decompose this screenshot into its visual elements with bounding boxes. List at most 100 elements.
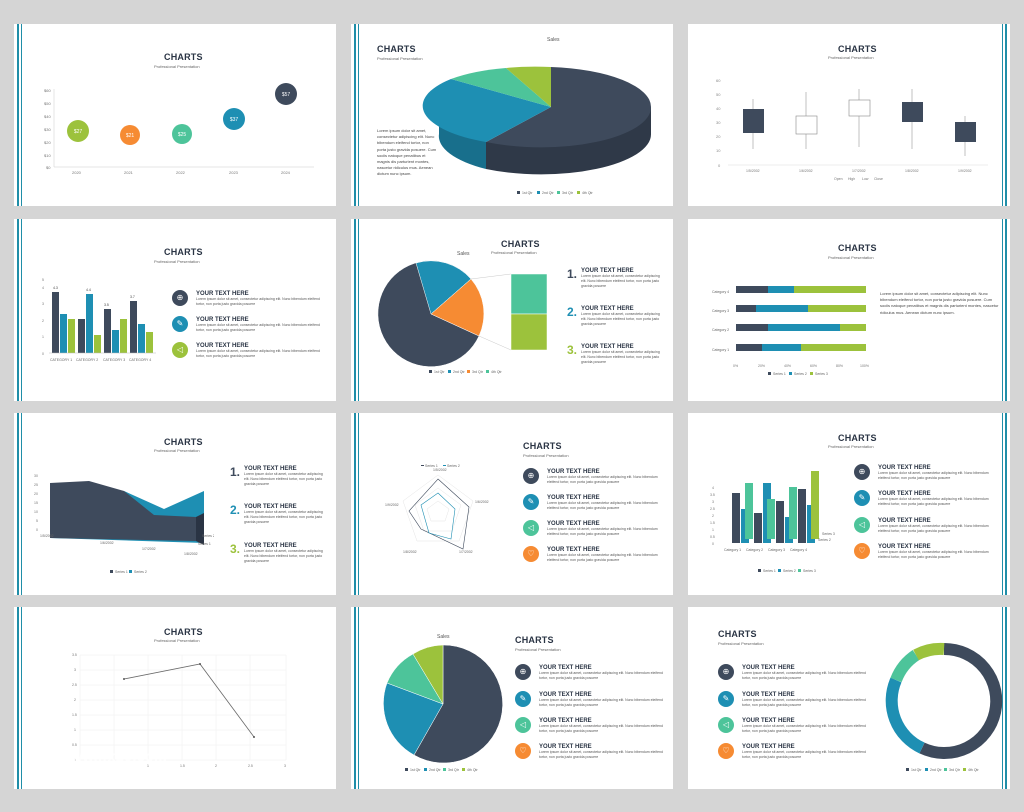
- list-item: YOUR TEXT HERE Lorem ipsum dolor sit amet…: [581, 268, 665, 289]
- bar: [756, 305, 808, 312]
- pencil-icon: ✎: [523, 494, 539, 510]
- legend-label: Low: [862, 177, 869, 181]
- slide-11-pie-with-items[interactable]: CHARTS Professional Presentation Sales 1…: [351, 607, 673, 789]
- x-tick: 0%: [733, 364, 738, 368]
- megaphone-icon: ◁: [523, 520, 539, 536]
- bar: [130, 301, 137, 353]
- item-body: Lorem ipsum dolor sit amet, consectetur …: [539, 724, 663, 733]
- globe-icon: ⊕: [718, 664, 734, 680]
- slide-2-3d-pie[interactable]: CHARTS Professional Presentation Lorem i…: [351, 24, 673, 206]
- candle: [955, 122, 976, 142]
- slide-6-horizontal-stacked-bar[interactable]: CHARTS Professional Presentation Categor…: [688, 219, 1010, 401]
- list-item: YOUR TEXT HERE Lorem ipsum dolor sit amet…: [581, 306, 665, 327]
- slide-subtitle: Professional Presentation: [828, 55, 874, 60]
- x-tick: 1: [147, 764, 149, 768]
- item-body: Lorem ipsum dolor sit amet, consectetur …: [878, 524, 989, 533]
- y-tick: 0.5: [72, 743, 77, 747]
- candlestick-chart: 0 10 20 30 40 50 60 1/5/2002 1/6/2002 1/7/2002 1/…: [716, 78, 988, 181]
- slide-9-3d-bar-chart[interactable]: CHARTS Professional Presentation 0 0.5 1 1.…: [688, 413, 1010, 595]
- bar: [762, 344, 801, 351]
- bar: [94, 335, 101, 353]
- 3d-pie-chart: Sales 1st Qtr 2nd Qtr 3rd Qtr 4th Qtr: [422, 37, 652, 195]
- list-item: YOUR TEXT HERE Lorem ipsum dolor sit amet…: [539, 718, 667, 734]
- slide-title: CHARTS: [164, 52, 203, 62]
- list-item: YOUR TEXT HERE Lorem ipsum dolor sit amet…: [742, 718, 866, 734]
- y-tick: Category 4: [712, 290, 729, 294]
- slide-subtitle: Professional Presentation: [154, 638, 200, 643]
- slide-1-circle-timeline[interactable]: CHARTS Professional Presentation $0 $10 $2…: [14, 24, 336, 206]
- y-tick: 60: [716, 78, 721, 83]
- y-tick: 40: [716, 106, 721, 111]
- bar: [146, 332, 153, 353]
- item-body: Lorem ipsum dolor sit amet, consectetur …: [581, 312, 660, 326]
- slide-8-radar-chart[interactable]: CHARTS Professional Presentation Series …: [351, 413, 673, 595]
- y-tick: Category 3: [712, 309, 729, 313]
- watermark: www.lfx20.com: [60, 748, 168, 764]
- item-heading: YOUR TEXT HERE: [878, 491, 931, 497]
- bar: [78, 319, 85, 353]
- y-tick: 10: [716, 148, 721, 153]
- x-tick: 1/9/2002: [958, 169, 972, 173]
- x-tick: CATEGORY 2: [76, 358, 98, 362]
- item-heading: YOUR TEXT HERE: [547, 521, 600, 527]
- item-body: Lorem ipsum dolor sit amet, consectetur …: [742, 698, 866, 707]
- bar: [736, 324, 768, 331]
- axis-label: 1/7/2002: [459, 550, 473, 554]
- data-point: [120, 125, 140, 145]
- x-tick: CATEGORY 4: [129, 358, 151, 362]
- slide-title: CHARTS: [523, 441, 562, 451]
- heart-icon: ♡: [718, 743, 734, 759]
- y-tick: $50: [44, 101, 51, 106]
- item-body: Lorem ipsum dolor sit amet, consectetur …: [742, 750, 866, 759]
- y-tick: $60: [44, 88, 51, 93]
- y-tick: $0: [46, 165, 51, 170]
- slide-10-line-chart[interactable]: CHARTS Professional Presentation 3.5 3 2.5…: [14, 607, 336, 789]
- bar: [86, 294, 93, 353]
- pie-chart: Sales 1st Qtr 2nd Qtr 3rd Qtr 4th Qtr: [383, 634, 503, 772]
- list-item: YOUR TEXT HERE Lorem ipsum dolor sit amet…: [196, 343, 326, 359]
- axis-label: 1/6/2002: [475, 500, 489, 504]
- y-tick: 1: [42, 335, 44, 339]
- item-heading: YOUR TEXT HERE: [547, 469, 600, 475]
- x-tick: 1/7/2002: [142, 547, 156, 551]
- y-tick: 1: [74, 728, 76, 732]
- item-body: Lorem ipsum dolor sit amet, consectetur …: [196, 349, 320, 358]
- list-item: YOUR TEXT HERE Lorem ipsum dolor sit amet…: [244, 543, 328, 564]
- item-body: Lorem ipsum dolor sit amet, consectetur …: [539, 698, 663, 707]
- bar: [736, 305, 756, 312]
- y-tick: 20: [716, 134, 721, 139]
- x-tick: 1/5/2002: [40, 534, 54, 538]
- line-chart: 3.5 3 2.5 2 1.5 1 0.5 0 1 1.5 2 2.5 3: [72, 653, 287, 768]
- item-body: Lorem ipsum dolor sit amet, consectetur …: [196, 297, 320, 306]
- x-tick: 80%: [836, 364, 843, 368]
- y-tick: Category 2: [712, 328, 729, 332]
- data-point: [253, 736, 255, 738]
- slide-5-pie-of-pie[interactable]: CHARTS Professional Presentation Sales 1…: [351, 219, 673, 401]
- data-label: $57: [282, 92, 291, 98]
- y-tick: 2: [42, 319, 44, 323]
- x-tick: CATEGORY 3: [103, 358, 125, 362]
- candle: [902, 102, 923, 122]
- slide-12-donut-chart[interactable]: CHARTS Professional Presentation ⊕ YOUR …: [688, 607, 1010, 789]
- list-item: YOUR TEXT HERE Lorem ipsum dolor sit amet…: [539, 744, 667, 760]
- x-tick: Category 2: [746, 548, 763, 552]
- slide-4-bars-with-items[interactable]: CHARTS Professional Presentation 0 1 2 3 4 5 …: [14, 219, 336, 401]
- data-label: 4.4: [86, 288, 91, 292]
- legend-label: Series 3: [815, 372, 828, 376]
- body-text: Lorem ipsum dolor sit amet, consectetur …: [880, 291, 999, 315]
- list-item: YOUR TEXT HERE Lorem ipsum dolor sit amet…: [581, 344, 665, 365]
- y-tick: $30: [44, 127, 51, 132]
- bar-segment: [510, 313, 548, 351]
- slide-3-candlestick[interactable]: CHARTS Professional Presentation 0 10 20 30…: [688, 24, 1010, 206]
- y-tick: $40: [44, 114, 51, 119]
- y-tick: 2.5: [710, 507, 715, 511]
- item-heading: YOUR TEXT HERE: [581, 306, 634, 312]
- item-body: Lorem ipsum dolor sit amet, consectetur …: [581, 350, 660, 364]
- item-heading: YOUR TEXT HERE: [547, 547, 600, 553]
- y-tick: 4: [712, 486, 714, 490]
- slide-7-area-chart[interactable]: CHARTS Professional Presentation 0 5 10 15 2…: [14, 413, 336, 595]
- list-item: YOUR TEXT HERE Lorem ipsum dolor sit amet…: [539, 665, 667, 681]
- item-heading: YOUR TEXT HERE: [539, 744, 592, 750]
- y-tick: 5: [36, 519, 38, 523]
- bar: [801, 344, 866, 351]
